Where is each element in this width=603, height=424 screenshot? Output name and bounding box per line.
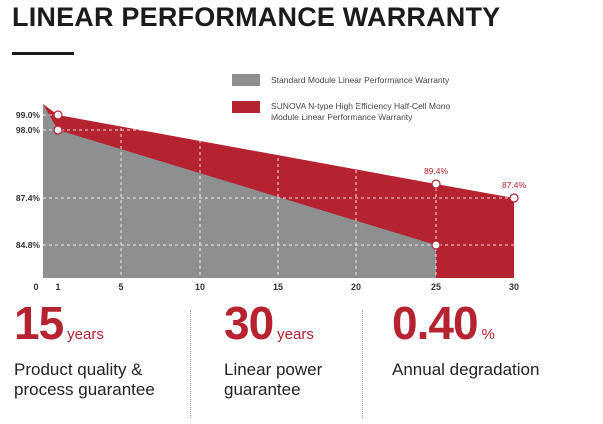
x-tick-label: 0 bbox=[33, 282, 38, 292]
legend-label-standard: Standard Module Linear Performance Warra… bbox=[271, 75, 450, 85]
y-tick-label: 98.0% bbox=[16, 125, 41, 135]
stat-unit: years bbox=[277, 326, 314, 343]
stat-value: 30 bbox=[224, 297, 274, 349]
legend-label-sunova-line2: Module Linear Performance Warranty bbox=[271, 112, 413, 122]
stats-row: 15 years Product quality & process guaran… bbox=[0, 300, 603, 424]
data-point-marker bbox=[431, 179, 441, 189]
data-markers: 89.4% 87.4% bbox=[53, 110, 527, 250]
x-tick-label: 1 bbox=[55, 282, 60, 292]
stat-value: 0.40 bbox=[392, 297, 479, 349]
x-tick-label: 15 bbox=[273, 282, 283, 292]
stat-desc-line1: Linear power bbox=[224, 360, 323, 379]
stat-unit: % bbox=[481, 326, 495, 343]
stat-unit: years bbox=[67, 326, 104, 343]
x-tick-label: 5 bbox=[118, 282, 123, 292]
x-tick-label: 10 bbox=[195, 282, 205, 292]
legend-swatch-sunova bbox=[232, 101, 260, 113]
data-point-marker bbox=[431, 240, 441, 250]
stat-desc-line1: Product quality & bbox=[14, 360, 143, 379]
stat-desc-line2: process guarantee bbox=[14, 380, 155, 400]
divider bbox=[190, 310, 191, 418]
page-title: LINEAR PERFORMANCE WARRANTY bbox=[12, 2, 501, 32]
data-point-marker bbox=[53, 110, 63, 120]
title-underline bbox=[12, 52, 74, 55]
stat-product-quality: 15 years Product quality & process guaran… bbox=[14, 300, 155, 401]
y-tick-label: 84.8% bbox=[16, 240, 41, 250]
stat-desc-line2: guarantee bbox=[224, 380, 301, 400]
legend-label-sunova-line1: SUNOVA N-type High Efficiency Half-Cell … bbox=[271, 101, 450, 111]
x-tick-label: 30 bbox=[509, 282, 519, 292]
y-tick-label: 87.4% bbox=[16, 193, 41, 203]
x-tick-label: 25 bbox=[431, 282, 441, 292]
standard-area bbox=[43, 104, 436, 278]
warranty-chart: Standard Module Linear Performance Warra… bbox=[16, 74, 527, 292]
data-label: 89.4% bbox=[424, 166, 449, 176]
stat-value: 15 bbox=[14, 297, 64, 349]
stat-linear-power: 30 years Linear power guarantee bbox=[224, 300, 322, 401]
stat-annual-degradation: 0.40% Annual degradation bbox=[392, 300, 539, 380]
legend-swatch-standard bbox=[232, 74, 260, 86]
y-tick-label: 99.0% bbox=[16, 110, 41, 120]
divider bbox=[362, 310, 363, 418]
stat-description: Linear power guarantee bbox=[224, 360, 322, 401]
stat-desc-line1: Annual degradation bbox=[392, 360, 540, 379]
stat-description: Annual degradation bbox=[392, 360, 539, 380]
data-point-marker bbox=[509, 193, 519, 203]
data-label: 87.4% bbox=[502, 180, 527, 190]
stat-description: Product quality & process guarantee bbox=[14, 360, 155, 401]
x-tick-label: 20 bbox=[351, 282, 361, 292]
data-point-marker bbox=[53, 125, 63, 135]
